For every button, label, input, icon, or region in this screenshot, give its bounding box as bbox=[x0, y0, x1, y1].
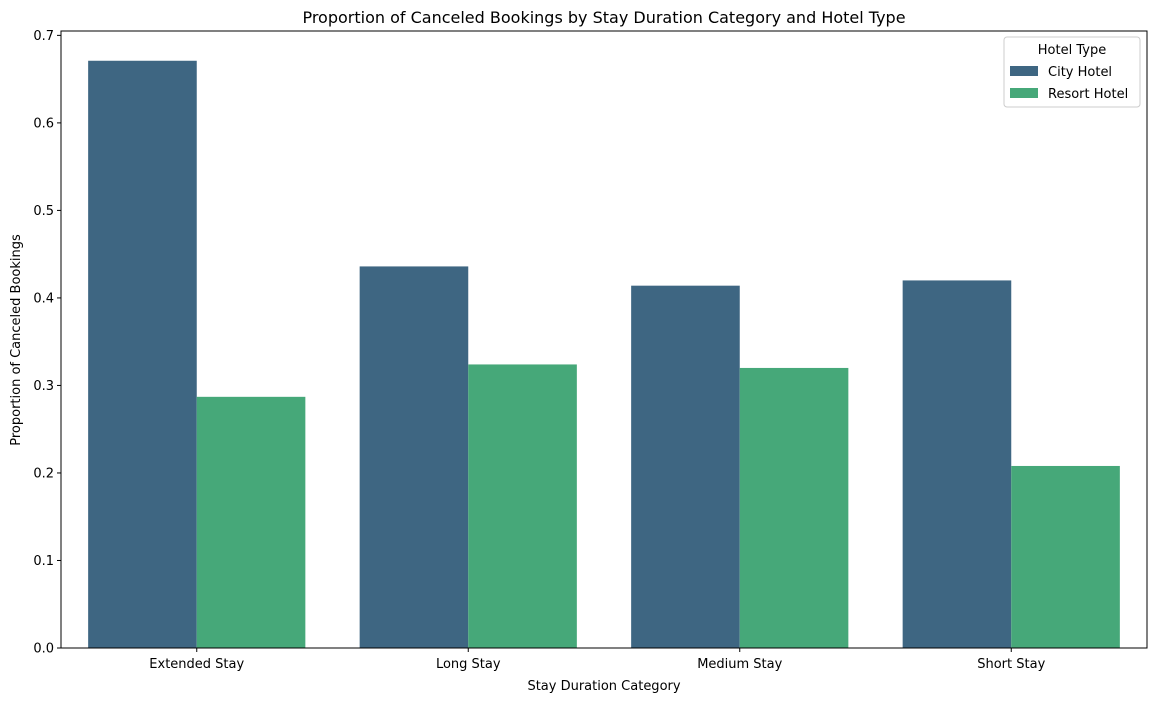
legend-title: Hotel Type bbox=[1038, 43, 1106, 58]
y-tick-label: 0.3 bbox=[33, 379, 54, 394]
y-tick-label: 0.4 bbox=[33, 291, 54, 306]
bars-group bbox=[88, 60, 1120, 648]
y-tick-label: 0.5 bbox=[33, 204, 54, 219]
legend-label: City Hotel bbox=[1048, 65, 1112, 80]
y-tick-label: 0.6 bbox=[33, 116, 54, 131]
legend-label: Resort Hotel bbox=[1048, 87, 1128, 102]
bar-resort-hotel-extended-stay bbox=[196, 396, 306, 648]
plot-frame bbox=[60, 30, 1148, 649]
bar-city-hotel-extended-stay bbox=[88, 60, 197, 648]
x-axis: Extended Stay Long Stay Medium Stay Short S… bbox=[149, 648, 1046, 672]
legend-swatch bbox=[1010, 88, 1038, 98]
x-tick-label: Long Stay bbox=[436, 657, 501, 672]
chart-title: Proportion of Canceled Bookings by Stay … bbox=[302, 8, 905, 27]
x-axis-label: Stay Duration Category bbox=[527, 679, 680, 694]
x-tick-label: Medium Stay bbox=[697, 657, 782, 672]
bar-resort-hotel-medium-stay bbox=[739, 367, 849, 648]
bar-resort-hotel-short-stay bbox=[1011, 465, 1120, 648]
legend: Hotel Type City Hotel Resort Hotel bbox=[1003, 36, 1141, 108]
legend-swatch bbox=[1010, 66, 1038, 76]
y-tick-label: 0.2 bbox=[33, 466, 54, 481]
bar-city-hotel-long-stay bbox=[359, 266, 469, 648]
x-tick-label: Extended Stay bbox=[149, 657, 244, 672]
y-axis-label: Proportion of Canceled Bookings bbox=[9, 234, 24, 446]
bar-city-hotel-medium-stay bbox=[631, 285, 740, 648]
y-tick-label: 0.0 bbox=[33, 642, 54, 657]
bar-city-hotel-short-stay bbox=[902, 280, 1012, 648]
y-axis: 0.0 0.1 0.2 0.3 0.4 0.5 0.6 0.7 bbox=[33, 29, 61, 657]
y-tick-label: 0.1 bbox=[33, 554, 54, 569]
bar-resort-hotel-long-stay bbox=[468, 364, 577, 648]
y-tick-label: 0.7 bbox=[33, 29, 54, 44]
x-tick-label: Short Stay bbox=[977, 657, 1045, 672]
